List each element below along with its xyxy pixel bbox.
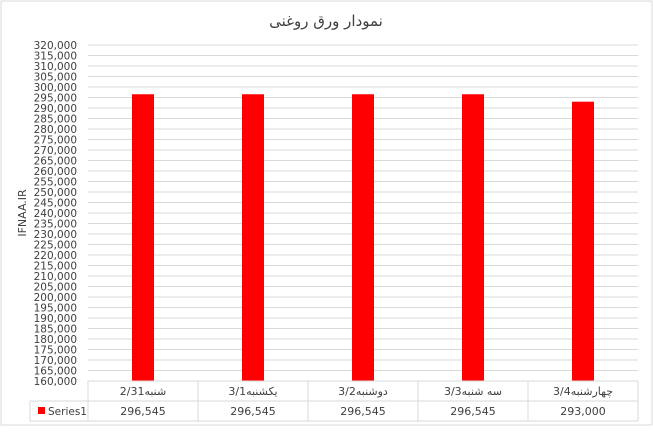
y-tick-label: 315,000: [34, 51, 77, 63]
data-label: 296,545: [230, 405, 276, 418]
bar: [352, 94, 374, 382]
y-tick-label: 310,000: [34, 61, 77, 73]
y-tick-label: 260,000: [34, 166, 77, 178]
y-tick-label: 240,000: [34, 208, 77, 220]
y-tick-label: 295,000: [34, 93, 77, 105]
bar: [132, 94, 154, 382]
y-tick-label: 225,000: [34, 240, 77, 252]
y-tick-label: 275,000: [34, 135, 77, 147]
legend-label: Series1: [48, 406, 87, 418]
y-tick-label: 200,000: [34, 292, 77, 304]
data-label: 293,000: [560, 405, 606, 418]
category-label: سه شنبه3/3: [444, 385, 502, 398]
y-tick-label: 250,000: [34, 187, 77, 199]
legend-key: [38, 407, 45, 414]
y-tick-label: 160,000: [34, 376, 77, 388]
category-label: دوشنبه3/2: [338, 385, 388, 398]
y-tick-label: 205,000: [34, 282, 77, 294]
category-label: یکشنبه3/1: [228, 385, 277, 398]
y-tick-label: 220,000: [34, 250, 77, 262]
data-label: 296,545: [340, 405, 386, 418]
y-tick-label: 265,000: [34, 156, 77, 168]
y-tick-label: 290,000: [34, 103, 77, 115]
y-tick-label: 320,000: [34, 40, 77, 52]
y-axis-label: IFNAA.IR: [16, 189, 29, 237]
y-tick-label: 215,000: [34, 261, 77, 273]
y-tick-label: 210,000: [34, 271, 77, 283]
y-tick-label: 280,000: [34, 124, 77, 136]
category-label: چهارشنبه3/4: [553, 385, 613, 398]
category-label: شنبه2/31: [120, 385, 166, 398]
y-tick-label: 165,000: [34, 366, 77, 378]
bar: [572, 101, 594, 381]
y-tick-label: 255,000: [34, 177, 77, 189]
y-tick-label: 180,000: [34, 334, 77, 346]
y-tick-label: 245,000: [34, 198, 77, 210]
y-tick-label: 300,000: [34, 82, 77, 94]
y-tick-label: 195,000: [34, 303, 77, 315]
y-tick-label: 185,000: [34, 324, 77, 336]
y-tick-label: 190,000: [34, 313, 77, 325]
chart-title: نمودار ورق روغنی: [269, 12, 383, 30]
y-tick-label: 170,000: [34, 355, 77, 367]
y-tick-label: 175,000: [34, 345, 77, 357]
y-tick-label: 230,000: [34, 229, 77, 241]
data-label: 296,545: [450, 405, 496, 418]
bar: [242, 94, 264, 382]
bar: [462, 94, 484, 382]
y-tick-label: 235,000: [34, 219, 77, 231]
y-tick-label: 305,000: [34, 72, 77, 84]
data-label: 296,545: [120, 405, 166, 418]
y-tick-label: 285,000: [34, 114, 77, 126]
y-tick-label: 270,000: [34, 145, 77, 157]
